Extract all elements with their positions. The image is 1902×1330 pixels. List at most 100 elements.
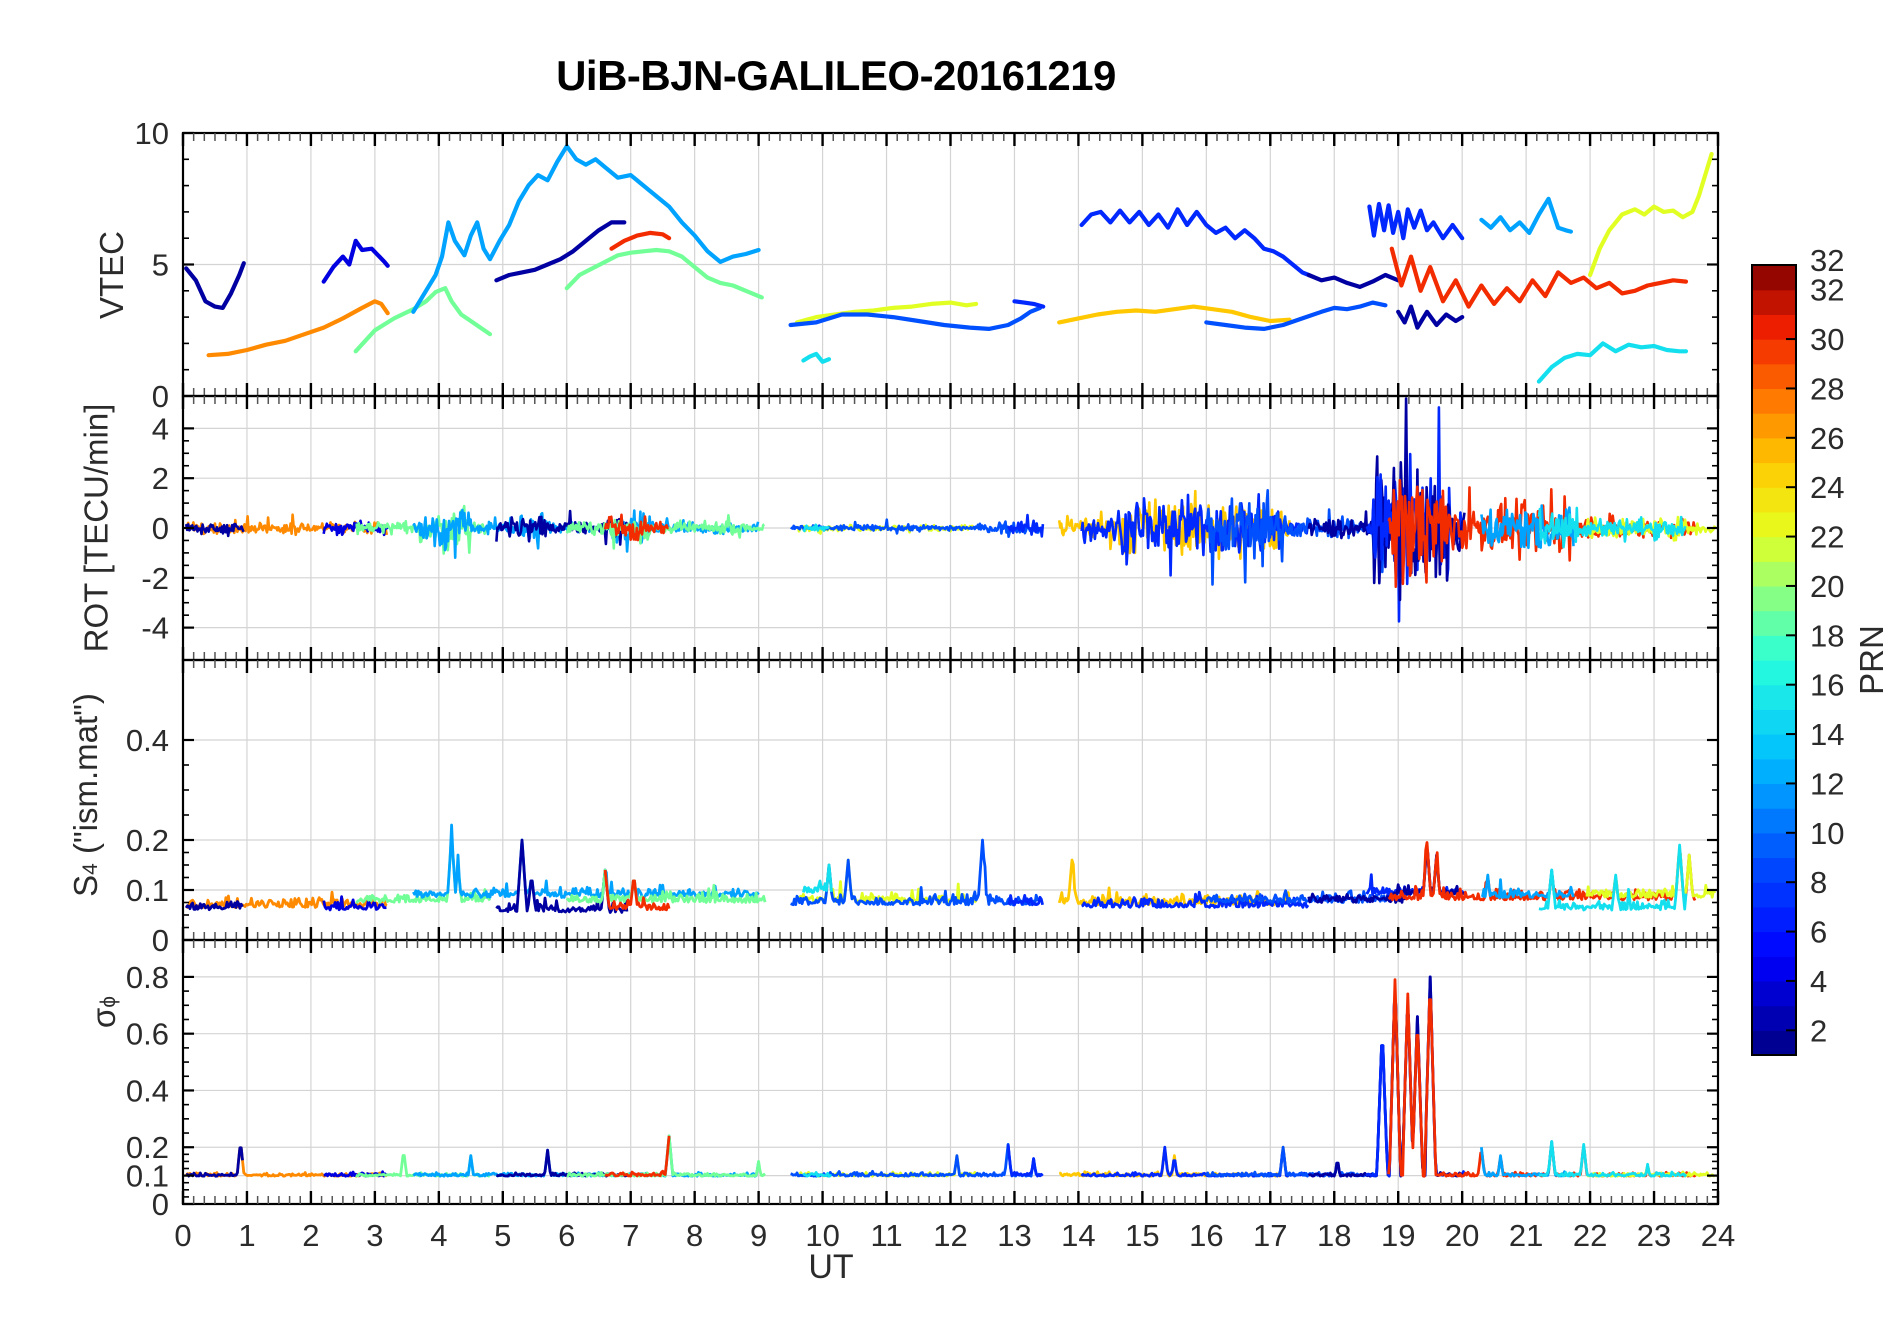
colorbar-tick-label: 10 [1810, 816, 1844, 851]
colorbar-tick-label: 26 [1810, 421, 1844, 456]
colorbar-swatch [1752, 783, 1796, 809]
y-tick-label: 10 [135, 116, 169, 151]
colorbar-swatch [1752, 635, 1796, 661]
data-trace-s4-prn-2 [184, 900, 244, 912]
data-trace-vtec-prn-25 [1057, 304, 1292, 325]
data-trace-sigmaphi-prn-15 [802, 1171, 832, 1178]
data-trace-rot-prn-19 [565, 514, 765, 550]
data-trace-rot-prn-4 [322, 519, 389, 537]
page-title: UiB-BJN-GALILEO-20161219 [0, 52, 1902, 100]
data-trace-vtec-prn-30 [1389, 246, 1689, 309]
colorbar-swatch [1752, 536, 1796, 562]
data-trace-vtec-prn-2 [1306, 272, 1401, 289]
x-tick-label: 16 [1189, 1218, 1223, 1253]
page-title-text: UiB-BJN-GALILEO-20161219 [556, 52, 1116, 99]
colorbar-swatch [1752, 882, 1796, 908]
data-trace-s4-prn-19 [565, 868, 767, 904]
x-tick-label: 5 [494, 1218, 511, 1253]
colorbar-tick-label: 2 [1810, 1013, 1827, 1048]
colorbar-tick-label: 16 [1810, 668, 1844, 703]
data-trace-vtec-prn-27 [206, 299, 390, 358]
colorbar-swatch [1752, 413, 1796, 439]
x-tick-label: 13 [997, 1218, 1031, 1253]
data-trace-sigmaphi-prn-9 [1205, 1044, 1387, 1178]
x-tick-label: 0 [174, 1218, 191, 1253]
x-tick-label: 21 [1509, 1218, 1543, 1253]
x-tick-label: 4 [430, 1218, 447, 1253]
data-trace-vtec-prn-2 [494, 220, 627, 283]
data-trace-s4-prn-4 [322, 895, 387, 912]
panel-s4-y-label: S4 ("ism.mat") [66, 693, 104, 897]
x-tick-label: 14 [1061, 1218, 1095, 1253]
colorbar-tick-label-top: 32 [1810, 243, 1844, 278]
x-tick-label: 7 [622, 1218, 639, 1253]
data-trace-s4-prn-15 [1538, 843, 1688, 912]
data-trace-rot-prn-2 [495, 509, 629, 546]
data-trace-vtec-prn-9 [1204, 300, 1388, 331]
colorbar-tick-label: 28 [1810, 371, 1844, 406]
data-trace-vtec-prn-9 [788, 305, 1043, 331]
panel-vtec-y-label: VTEC [93, 230, 131, 319]
data-trace-sigmaphi-prn-9 [790, 1143, 1041, 1178]
panel-s4-y-label-subscript: 4 [78, 863, 102, 875]
colorbar-tick-label: 4 [1810, 964, 1827, 999]
x-tick-label: 12 [933, 1218, 967, 1253]
y-tick-label: 0.2 [126, 1130, 169, 1165]
y-tick-label: 0.4 [126, 723, 169, 758]
data-trace-vtec-prn-2 [1396, 304, 1465, 330]
y-tick-label: 0 [152, 1187, 169, 1222]
colorbar-tick-label: 32 [1810, 273, 1844, 308]
y-tick-label: 0.8 [126, 960, 169, 995]
colorbar-swatch [1752, 437, 1796, 464]
colorbar-swatch [1752, 684, 1796, 710]
data-trace-s4-prn-15 [802, 863, 833, 894]
x-tick-label: 11 [870, 1218, 902, 1253]
data-trace-sigmaphi-prn-4 [323, 1170, 388, 1178]
data-trace-vtec-prn-7 [1079, 207, 1311, 278]
colorbar-swatch [1752, 906, 1796, 933]
data-trace-vtec-prn-30 [609, 230, 672, 251]
colorbar-swatch [1752, 1005, 1796, 1031]
colorbar-swatch [1752, 980, 1796, 1007]
y-tick-label: 2 [152, 461, 169, 496]
x-axis-label-text: UT [808, 1248, 854, 1286]
colorbar-tick-label: 6 [1810, 915, 1827, 950]
colorbar-swatch [1752, 610, 1796, 636]
data-trace-vtec-prn-22 [1588, 151, 1714, 278]
colorbar-label: PRN [1852, 625, 1890, 695]
colorbar-tick-label: 24 [1810, 470, 1844, 505]
data-trace-vtec-prn-12 [411, 144, 761, 314]
y-tick-label: 0 [152, 511, 169, 546]
colorbar-tick-label: 8 [1810, 865, 1827, 900]
x-tick-label: 2 [302, 1218, 319, 1253]
colorbar-swatch [1752, 734, 1796, 760]
data-trace-rot-prn-15 [1537, 506, 1687, 549]
y-tick-label: -4 [141, 611, 169, 646]
colorbar-swatch [1752, 561, 1796, 587]
y-tick-label: -2 [141, 561, 169, 596]
y-tick-label: 0.1 [126, 873, 169, 908]
data-trace-s4-prn-9 [790, 838, 1042, 907]
data-trace-s4-prn-22 [1585, 852, 1717, 899]
data-trace-s4-prn-30 [603, 869, 671, 912]
x-tick-label: 9 [750, 1218, 767, 1253]
colorbar-swatch [1752, 363, 1796, 390]
colorbar-swatch [1752, 585, 1796, 612]
colorbar-swatch [1752, 289, 1796, 315]
colorbar-swatch [1752, 388, 1796, 414]
colorbar-swatch [1752, 956, 1796, 982]
data-trace-rot-prn-2 [184, 522, 245, 538]
colorbar-swatch [1752, 832, 1796, 859]
colorbar-swatch [1752, 709, 1796, 735]
data-trace-sigmaphi-prn-12 [412, 1134, 760, 1178]
x-tick-label: 1 [238, 1218, 255, 1253]
x-tick-label: 22 [1573, 1218, 1607, 1253]
colorbar-tick-label: 20 [1810, 569, 1844, 604]
x-tick-label: 19 [1381, 1218, 1415, 1253]
data-trace-vtec-prn-19 [353, 286, 493, 354]
x-tick-label: 20 [1445, 1218, 1479, 1253]
data-trace-sigmaphi-prn-2 [185, 1146, 244, 1178]
data-trace-vtec-prn-7 [1367, 201, 1465, 241]
data-trace-sigmaphi-prn-7 [1006, 1144, 1044, 1178]
